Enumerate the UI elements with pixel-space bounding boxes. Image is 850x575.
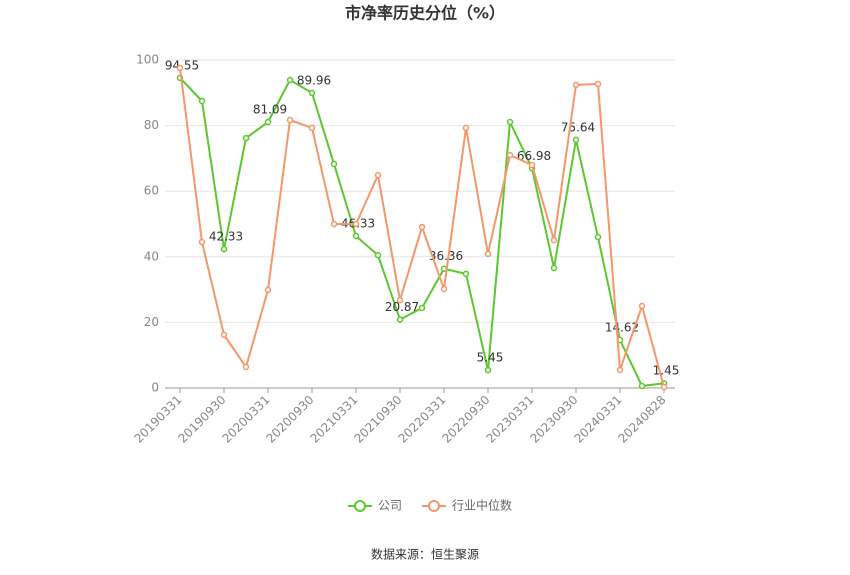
data-label: 1.45 — [653, 364, 680, 378]
data-point — [484, 250, 492, 258]
data-point — [330, 160, 338, 168]
data-point — [638, 302, 646, 310]
data-point — [264, 118, 272, 126]
data-label: 66.98 — [517, 149, 551, 163]
data-label: 81.09 — [253, 103, 287, 117]
data-point — [462, 270, 470, 278]
legend-label: 公司 — [378, 499, 402, 513]
data-point — [506, 118, 514, 126]
data-point — [330, 220, 338, 228]
data-label: 75.64 — [561, 120, 595, 134]
y-tick-label: 100 — [136, 53, 159, 67]
y-tick-label: 40 — [144, 249, 159, 263]
y-tick-label: 0 — [151, 381, 159, 395]
data-label: 42.33 — [209, 230, 243, 244]
data-point — [638, 382, 646, 390]
data-point — [198, 238, 206, 246]
data-label: 20.87 — [385, 300, 419, 314]
data-point — [506, 151, 514, 159]
data-point — [616, 366, 624, 374]
data-point — [528, 161, 536, 169]
data-point — [220, 245, 228, 253]
data-point — [418, 304, 426, 312]
data-point — [374, 251, 382, 259]
x-tick-label: 20240828 — [616, 393, 669, 446]
data-point — [176, 64, 184, 72]
y-tick-label: 20 — [144, 315, 159, 329]
data-point — [396, 316, 404, 323]
data-point — [352, 232, 360, 240]
data-point — [594, 80, 602, 88]
data-point — [374, 171, 382, 179]
data-point — [550, 236, 558, 244]
data-label: 89.96 — [297, 73, 331, 87]
data-point — [242, 134, 250, 142]
chart-title: 市净率历史分位（%） — [345, 4, 505, 23]
data-point — [572, 136, 580, 144]
data-point — [418, 223, 426, 231]
data-point — [462, 124, 470, 132]
data-point — [286, 116, 294, 124]
data-point — [286, 76, 294, 84]
data-point — [484, 366, 492, 374]
data-point — [308, 89, 316, 97]
data-label: 5.45 — [477, 351, 504, 365]
data-point — [396, 296, 404, 304]
data-point — [440, 285, 448, 293]
data-point — [660, 383, 668, 391]
data-point — [352, 220, 360, 228]
data-point — [572, 81, 580, 89]
data-point — [550, 264, 558, 272]
data-point — [594, 233, 602, 241]
data-point — [308, 124, 316, 132]
data-point — [220, 331, 228, 339]
data-point — [198, 97, 206, 105]
legend-symbol — [354, 500, 366, 512]
source-note: 数据来源：恒生聚源 — [371, 547, 479, 562]
legend-symbol — [428, 500, 441, 512]
data-label: 14.62 — [605, 321, 639, 335]
data-label: 36.36 — [429, 249, 463, 263]
data-point — [242, 363, 250, 371]
y-tick-label: 60 — [144, 184, 159, 198]
data-point — [264, 286, 272, 294]
y-tick-label: 80 — [144, 118, 159, 132]
legend-label: 行业中位数 — [452, 498, 512, 513]
